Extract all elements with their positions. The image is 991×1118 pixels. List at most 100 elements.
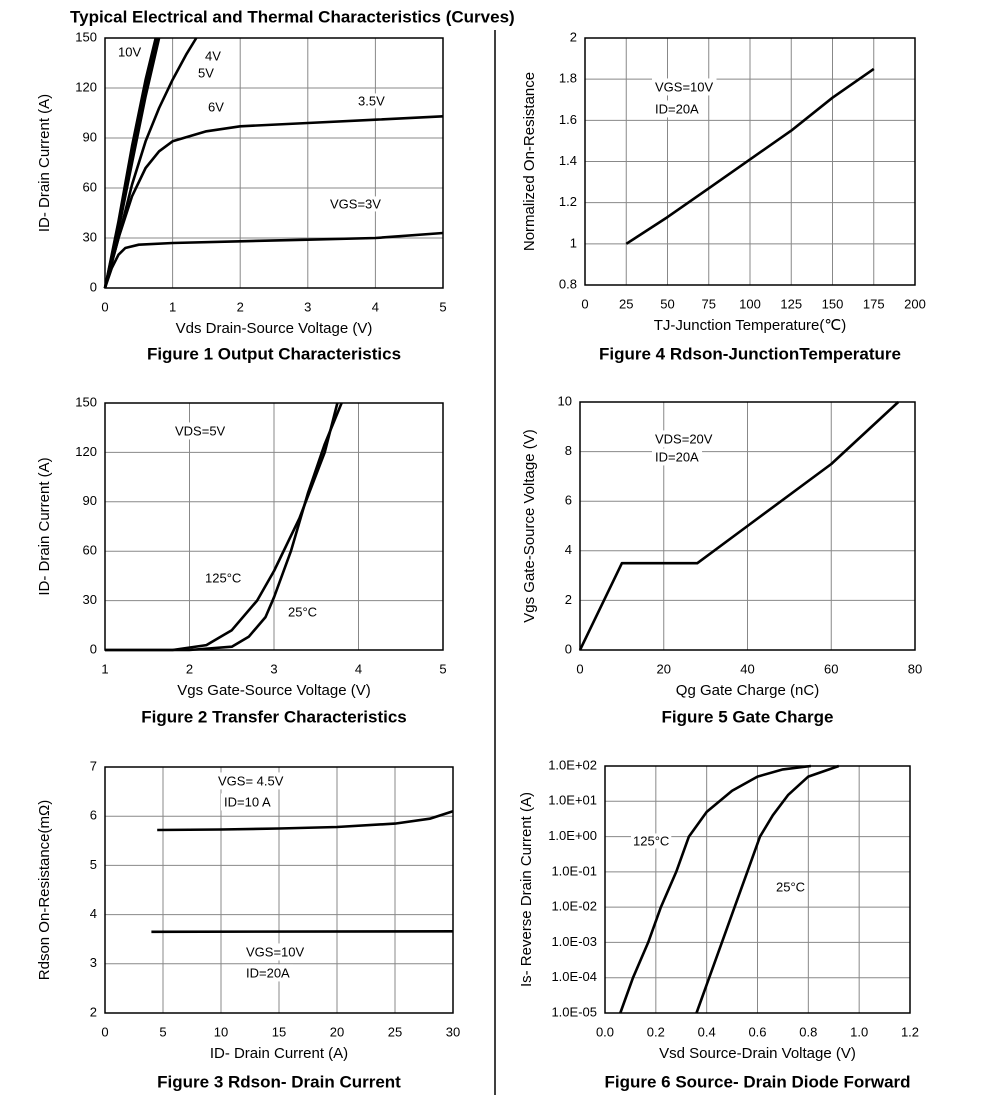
curve	[105, 402, 339, 652]
plot-area	[105, 38, 443, 288]
label-bg	[356, 93, 388, 109]
y-tick-label: 0	[90, 279, 97, 294]
x-tick-label: 0	[581, 296, 588, 311]
label-bg	[215, 772, 287, 790]
x-tick-label: 10	[214, 1024, 228, 1039]
y-tick-label: 6	[565, 493, 572, 508]
x-tick-label: 175	[863, 296, 885, 311]
y-tick-label: 8	[565, 443, 572, 458]
y-tick-label: 60	[83, 543, 97, 558]
x-tick-label: 0	[101, 1024, 108, 1039]
curve	[625, 67, 875, 245]
y-tick-label: 60	[83, 179, 97, 194]
x-tick-label: 0.2	[647, 1024, 665, 1039]
y-axis-title: ID- Drain Current (A)	[36, 94, 53, 232]
x-tick-label: 0.4	[698, 1024, 716, 1039]
y-tick-label: 6	[90, 808, 97, 823]
y-axis-title: Is- Reverse Drain Current (A)	[518, 792, 535, 987]
label-bg	[652, 448, 703, 466]
figure-caption: Figure 3 Rdson- Drain Current	[157, 1072, 401, 1091]
y-tick-label: 1.4	[559, 153, 577, 168]
x-tick-label: 25	[619, 296, 633, 311]
label-bg	[631, 833, 672, 849]
x-tick-label: 5	[439, 299, 446, 314]
x-tick-label: 200	[904, 296, 926, 311]
curve	[105, 402, 343, 652]
y-tick-label: 1.8	[559, 71, 577, 86]
y-tick-label: 90	[83, 493, 97, 508]
y-tick-label: 4	[90, 906, 97, 921]
y-axis-title: Normalized On-Resistance	[521, 72, 538, 251]
series-label: 4V	[205, 48, 221, 63]
y-axis-title: Vgs Gate-Source Voltage (V)	[521, 429, 538, 622]
x-tick-label: 100	[739, 296, 761, 311]
annotation: ID=10 A	[224, 794, 271, 809]
annotation: VGS=10V	[246, 944, 305, 959]
label-bg	[203, 570, 244, 586]
x-tick-label: 2	[237, 299, 244, 314]
y-tick-label: 0.8	[559, 276, 577, 291]
series-label: 10V	[118, 44, 141, 59]
y-tick-label: 90	[83, 129, 97, 144]
x-tick-label: 3	[270, 661, 277, 676]
y-tick-label: 2	[90, 1004, 97, 1019]
series-label: 6V	[208, 99, 224, 114]
plot-frame	[104, 766, 454, 1014]
y-tick-label: 1.0E+02	[548, 757, 597, 772]
annotation: VGS=10V	[655, 79, 714, 94]
label-bg	[652, 100, 703, 118]
x-tick-label: 40	[740, 661, 754, 676]
series-label: 25°C	[288, 604, 317, 619]
annotation: VDS=5V	[175, 423, 226, 438]
figure-caption: Figure 2 Transfer Characteristics	[141, 707, 407, 726]
y-tick-label: 0	[90, 641, 97, 656]
y-tick-label: 7	[90, 758, 97, 773]
label-bg	[243, 964, 294, 982]
annotation: VDS=20V	[655, 431, 713, 446]
x-tick-label: 5	[439, 661, 446, 676]
x-axis-title: Vds Drain-Source Voltage (V)	[176, 320, 373, 337]
label-bg	[196, 65, 217, 81]
y-tick-label: 1.2	[559, 194, 577, 209]
x-tick-label: 0.6	[748, 1024, 766, 1039]
x-tick-label: 1.0	[850, 1024, 868, 1039]
x-tick-label: 0.8	[799, 1024, 817, 1039]
curve	[103, 37, 198, 289]
series-label: 25°C	[776, 879, 805, 894]
series-label: 125°C	[633, 833, 669, 848]
label-bg	[774, 879, 808, 895]
curve	[151, 930, 454, 934]
y-tick-label: 1.0E-01	[551, 863, 597, 878]
x-tick-label: 3	[304, 299, 311, 314]
annotation: ID=20A	[246, 965, 290, 980]
series-label: 5V	[198, 65, 214, 80]
x-tick-label: 5	[159, 1024, 166, 1039]
x-tick-label: 20	[330, 1024, 344, 1039]
label-bg	[286, 604, 320, 620]
y-tick-label: 4	[565, 542, 572, 557]
figure-caption: Figure 5 Gate Charge	[662, 707, 834, 726]
y-tick-label: 150	[75, 29, 97, 44]
x-tick-label: 4	[355, 661, 362, 676]
figure-caption: Figure 6 Source- Drain Diode Forward	[604, 1072, 910, 1091]
x-axis-title: TJ-Junction Temperature(℃)	[654, 317, 846, 334]
x-tick-label: 15	[272, 1024, 286, 1039]
y-tick-label: 120	[75, 79, 97, 94]
y-tick-label: 1.0E-03	[551, 934, 597, 949]
curve	[578, 401, 900, 651]
y-tick-label: 10	[558, 393, 572, 408]
y-tick-label: 2	[570, 29, 577, 44]
x-tick-label: 30	[446, 1024, 460, 1039]
page-title: Typical Electrical and Thermal Character…	[70, 7, 515, 26]
series-label: VGS=3V	[330, 196, 381, 211]
figure-caption: Figure 4 Rdson-JunctionTemperature	[599, 344, 901, 363]
label-bg	[172, 422, 229, 440]
label-bg	[116, 44, 144, 60]
annotation: VGS= 4.5V	[218, 773, 284, 788]
curve	[157, 810, 454, 832]
x-tick-label: 1.2	[901, 1024, 919, 1039]
y-tick-label: 30	[83, 229, 97, 244]
y-tick-label: 5	[90, 857, 97, 872]
x-tick-label: 75	[702, 296, 716, 311]
